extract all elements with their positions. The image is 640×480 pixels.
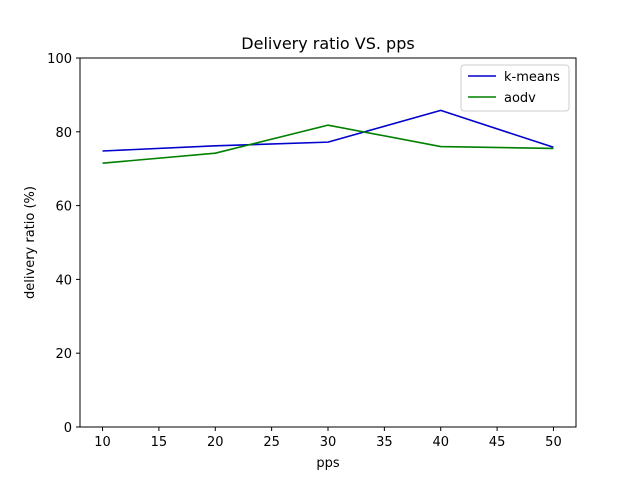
y-tick-label: 80 [55,126,72,141]
series-layer [102,109,554,164]
x-tick-label: 45 [489,435,506,450]
x-tick-label: 35 [376,435,393,450]
chart-title: Delivery ratio VS. pps [241,34,414,53]
y-tick-label: 60 [55,200,72,215]
y-tick-label: 20 [55,347,72,362]
x-tick-label: 25 [263,435,280,450]
x-axis-ticks: 10 15 20 25 30 35 40 45 50 [94,427,562,450]
x-tick-label: 50 [545,435,562,450]
x-tick-label: 40 [432,435,449,450]
y-axis-ticks: 0 20 40 60 80 100 [47,52,80,436]
series-line-aodv [102,124,554,164]
legend: k-means aodv [460,64,570,112]
y-tick-label: 40 [55,273,72,288]
y-tick-label: 100 [47,52,72,67]
x-tick-label: 10 [94,435,111,450]
series-line-k-means [102,109,554,152]
x-axis-label: pps [316,456,340,471]
x-tick-label: 15 [151,435,168,450]
y-axis-label: delivery ratio (%) [23,186,38,299]
y-tick-label: 0 [64,421,72,436]
plot-frame [79,57,577,428]
x-tick-label: 20 [207,435,224,450]
legend-label: aodv [504,91,536,106]
legend-label: k-means [504,70,560,85]
x-tick-label: 30 [320,435,337,450]
